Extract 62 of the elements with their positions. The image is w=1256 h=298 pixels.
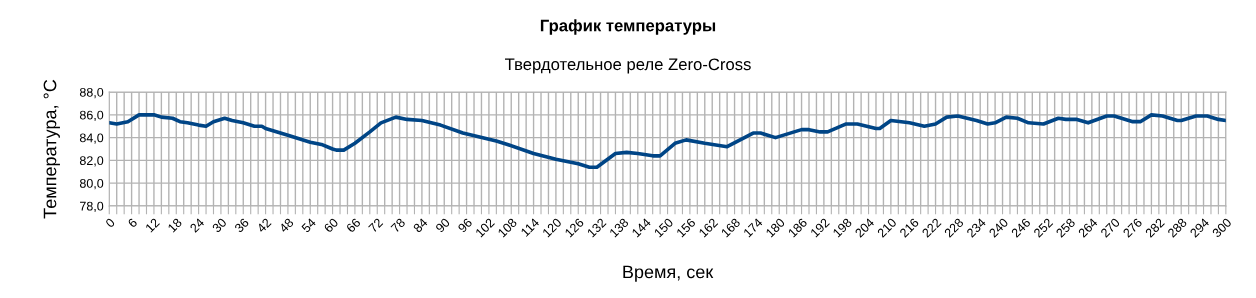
x-tick-label: 180 <box>765 217 786 238</box>
x-tick-label: 264 <box>1077 217 1099 238</box>
x-tick-label: 48 <box>278 217 295 234</box>
x-tick-label: 18 <box>167 217 183 233</box>
x-tick-label: 204 <box>854 217 875 238</box>
y-tick-label: 84,0 <box>79 133 104 144</box>
x-tick-label: 90 <box>435 217 451 233</box>
x-tick-label: 114 <box>520 217 540 237</box>
x-tick-label: 168 <box>720 217 741 238</box>
x-tick-label: 30 <box>211 217 228 234</box>
x-tick-label: 270 <box>1100 217 1121 238</box>
y-tick-label: 88,0 <box>79 87 104 99</box>
x-tick-label: 162 <box>698 217 719 238</box>
x-tick-label: 216 <box>899 217 920 238</box>
y-tick-label: 78,0 <box>80 201 104 213</box>
x-tick-label: 126 <box>564 217 585 238</box>
x-tick-label: 54 <box>301 217 317 233</box>
x-tick-label: 228 <box>943 217 964 238</box>
x-tick-label: 60 <box>323 217 339 233</box>
x-tick-label: 108 <box>497 217 518 238</box>
x-tick-label: 120 <box>542 217 563 238</box>
x-tick-label: 276 <box>1122 217 1143 238</box>
x-tick-label: 6 <box>127 217 138 228</box>
x-tick-label: 36 <box>234 217 250 234</box>
x-tick-label: 240 <box>988 217 1009 238</box>
x-tick-label: 66 <box>345 217 362 233</box>
y-tick-label: 86,0 <box>79 110 104 121</box>
x-tick-label: 198 <box>832 217 853 238</box>
x-tick-label: 282 <box>1144 217 1165 238</box>
x-tick-label: 294 <box>1189 217 1210 238</box>
x-tick-label: 138 <box>609 217 630 238</box>
x-tick-label: 84 <box>412 217 429 233</box>
x-tick-label: 174 <box>743 217 764 238</box>
y-axis-title: Температура, °C <box>43 79 60 219</box>
y-tick-label: 80,0 <box>79 178 104 190</box>
x-tick-label: 288 <box>1167 217 1188 238</box>
x-tick-label: 132 <box>586 217 607 238</box>
x-tick-label: 186 <box>787 217 808 238</box>
x-tick-label: 192 <box>810 217 830 238</box>
x-tick-label: 144 <box>631 217 652 238</box>
x-tick-label: 24 <box>189 217 205 233</box>
x-tick-label: 42 <box>256 217 272 234</box>
x-tick-label: 78 <box>390 217 406 233</box>
x-tick-label: 72 <box>368 217 384 233</box>
y-tick-label: 82,0 <box>79 156 104 167</box>
x-tick-label: 258 <box>1055 217 1076 238</box>
x-tick-label: 0 <box>104 217 116 229</box>
x-tick-label: 252 <box>1033 217 1054 238</box>
x-tick-label: 12 <box>145 217 160 233</box>
chart-title: График температуры <box>540 19 716 35</box>
x-tick-label: 96 <box>457 217 473 233</box>
x-tick-label: 234 <box>966 217 987 238</box>
x-tick-label: 222 <box>921 217 942 238</box>
x-tick-label: 150 <box>653 217 674 238</box>
x-tick-label: 246 <box>1010 217 1031 238</box>
chart-subtitle: Твердотельное реле Zero-Cross <box>505 58 751 74</box>
line-series <box>109 113 1226 170</box>
x-tick-label: 300 <box>1211 217 1232 238</box>
x-tick-label: 210 <box>876 217 898 238</box>
x-tick-label: 156 <box>676 217 696 238</box>
x-axis-title: Время, сек <box>623 265 714 282</box>
x-tick-label: 102 <box>475 217 495 238</box>
